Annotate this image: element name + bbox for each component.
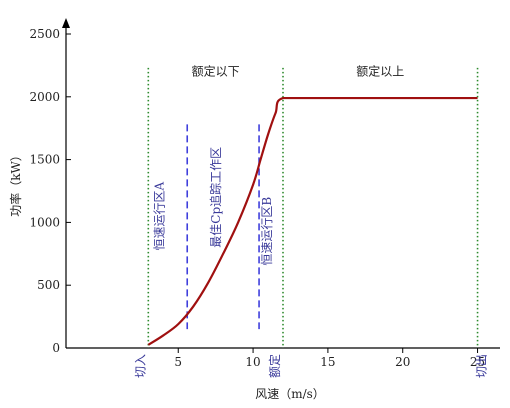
y-tick-label: 2000 — [29, 90, 60, 104]
zone-label: 恒速运行区A — [152, 181, 166, 250]
y-axis-title: 功率（kW） — [8, 149, 23, 217]
x-tick-label: 25 — [470, 355, 485, 369]
x-ticks: 5 10 15 20 25 — [174, 348, 485, 369]
x-tick-label: 15 — [320, 355, 335, 369]
vertical-marker-label: 切入 — [133, 354, 147, 378]
series — [147, 96, 478, 346]
y-tick-label: 1000 — [29, 215, 60, 229]
y-axis-arrow-icon — [62, 18, 70, 28]
vertical-markers: 切入 额定 切出 — [133, 67, 489, 378]
x-tick-label: 20 — [395, 355, 410, 369]
zone-label: 恒速运行区B — [260, 197, 274, 266]
y-tick-label: 2500 — [29, 27, 60, 41]
vertical-marker-label: 额定 — [267, 354, 282, 378]
x-tick-label: 10 — [245, 355, 260, 369]
region-label: 额定以下 — [192, 63, 240, 78]
axes — [62, 18, 500, 349]
y-tick-label: 500 — [37, 278, 60, 292]
x-tick-label: 5 — [174, 355, 182, 369]
x-axis-title: 风速（m/s） — [255, 387, 325, 401]
vertical-marker-label: 切出 — [475, 354, 489, 378]
boundary-lines — [186, 124, 260, 330]
y-ticks: 0 500 1000 1500 2000 2500 — [29, 27, 71, 355]
zone-label: 最佳Cp追踪工作区 — [208, 147, 223, 248]
y-tick-label: 1500 — [29, 153, 60, 167]
y-tick-label: 0 — [52, 341, 60, 355]
region-label: 额定以上 — [356, 63, 404, 78]
power-curve-line — [147, 96, 478, 346]
